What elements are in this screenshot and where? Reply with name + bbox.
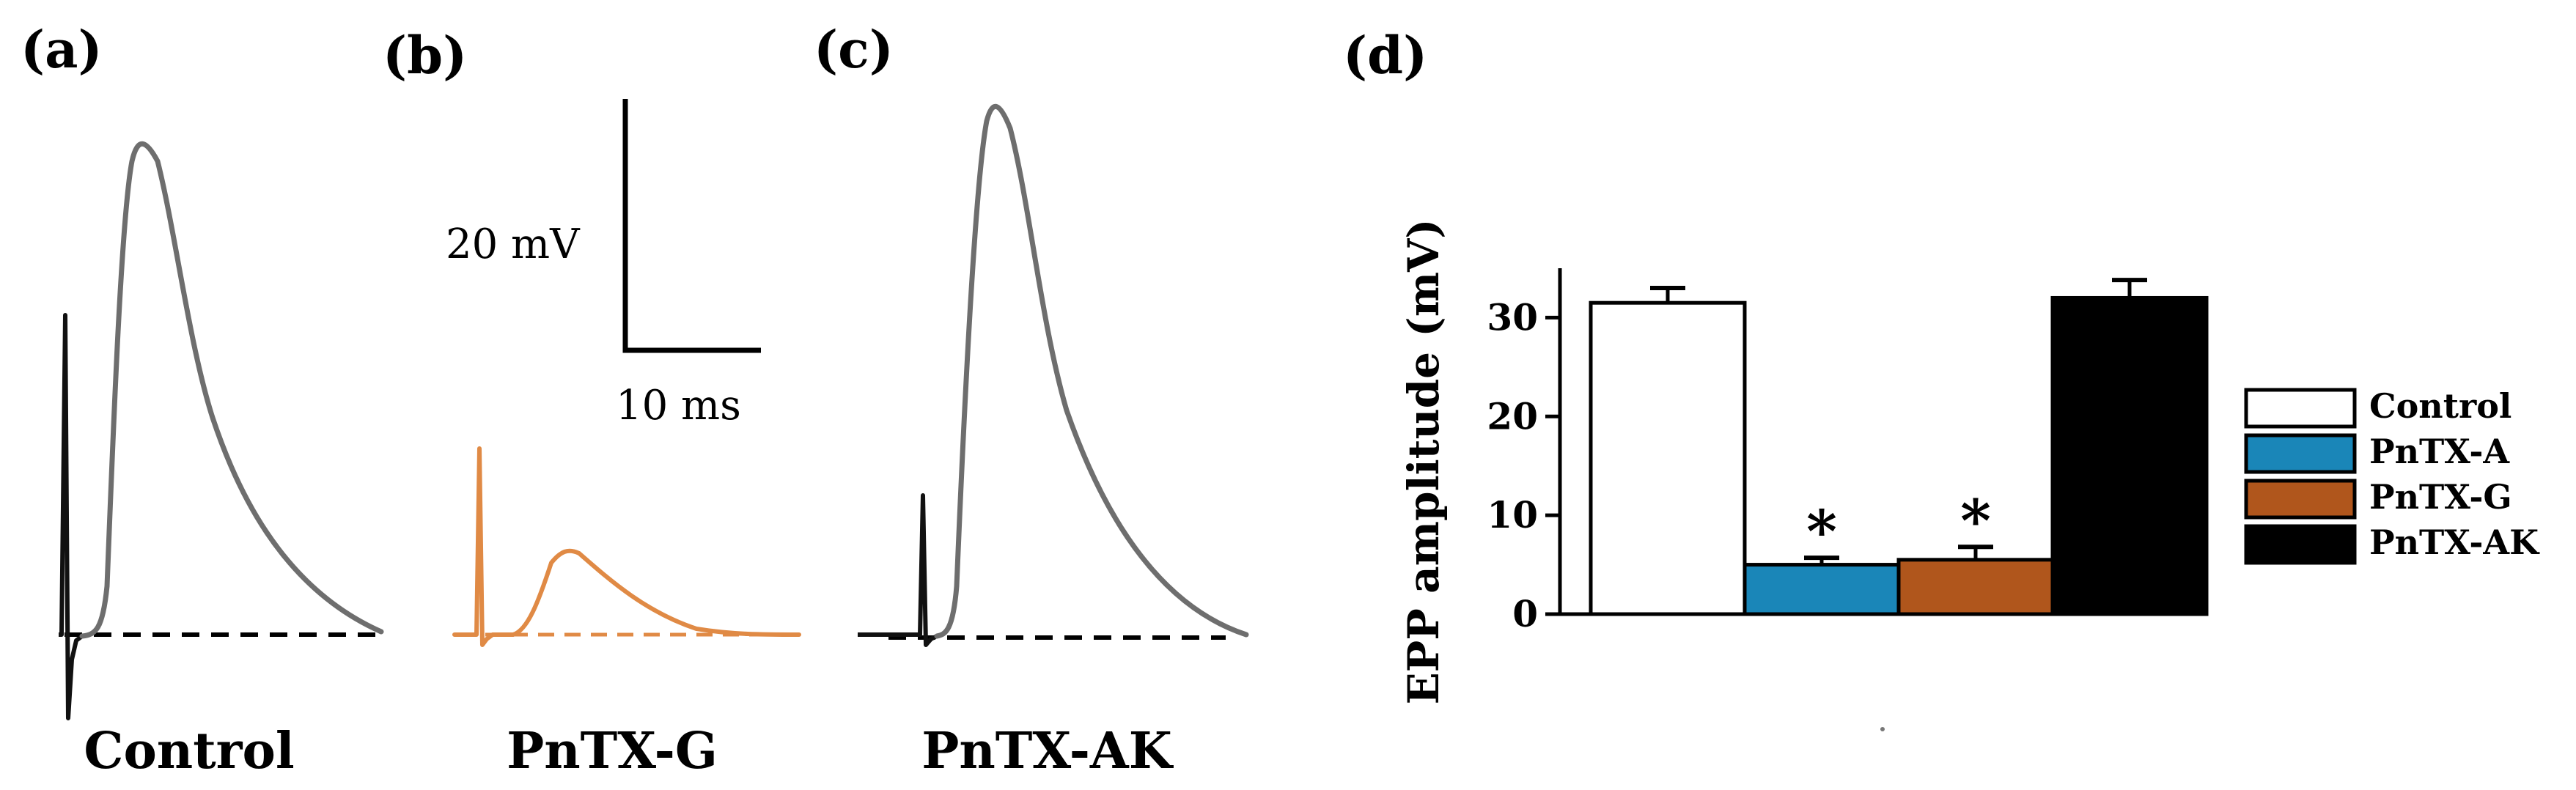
legend-label-pntx-ak: PnTX-AK <box>2369 523 2540 562</box>
panel-b-letter: (b) <box>383 25 467 86</box>
bar-pntx-a <box>1743 563 1901 616</box>
trace-pntx-ak-artifact <box>858 493 938 647</box>
legend-swatch-pntx-g <box>2244 479 2357 520</box>
bar-pntx-g <box>1896 558 2055 616</box>
panel-a-letter: (a) <box>21 19 103 80</box>
y-tick-label: 10 <box>1487 493 1538 536</box>
significance-marker-pntx-g: * <box>1960 486 1991 555</box>
trace-label-pntx-g: PnTX-G <box>507 722 718 780</box>
y-tick-label: 30 <box>1487 295 1538 339</box>
trace-pntx-ak <box>934 103 1249 639</box>
trace-label-control: Control <box>84 722 294 780</box>
bar-control <box>1589 300 1747 616</box>
bar-pntx-ak <box>2050 295 2209 616</box>
legend-label-pntx-a: PnTX-A <box>2369 432 2510 471</box>
trace-pntx-g <box>452 446 801 647</box>
scale-time-label: 10 ms <box>616 382 741 429</box>
trace-label-pntx-ak: PnTX-AK <box>921 722 1174 780</box>
legend-swatch-pntx-ak <box>2244 524 2357 565</box>
legend-label-control: Control <box>2369 386 2511 426</box>
y-ticks: 0 10 20 30 <box>1487 295 1560 635</box>
panel-c: (c) PnTX-AK <box>814 19 1249 780</box>
y-tick-label: 0 <box>1512 592 1538 635</box>
y-axis-title: EPP amplitude (mV) <box>1399 218 1449 704</box>
legend: Control PnTX-A PnTX-G PnTX-AK <box>2244 386 2540 565</box>
trace-control-artifact <box>59 313 84 720</box>
panel-b: (b) PnTX-G <box>383 25 801 780</box>
significance-marker-pntx-a: * <box>1806 497 1837 566</box>
trace-control <box>79 141 384 639</box>
y-tick-label: 20 <box>1487 394 1538 438</box>
stray-dot <box>1880 727 1885 731</box>
panel-d-letter: (d) <box>1343 25 1427 86</box>
scale-voltage-label: 20 mV <box>446 221 581 268</box>
panel-a: (a) Control <box>21 19 385 780</box>
scale-bar-lines <box>622 99 761 353</box>
panel-c-letter: (c) <box>814 19 894 80</box>
scale-bar: 20 mV 10 ms <box>446 99 761 429</box>
legend-swatch-pntx-a <box>2244 433 2357 474</box>
legend-swatch-control <box>2244 388 2357 429</box>
bars: * * <box>1589 278 2209 616</box>
legend-label-pntx-g: PnTX-G <box>2369 477 2512 517</box>
